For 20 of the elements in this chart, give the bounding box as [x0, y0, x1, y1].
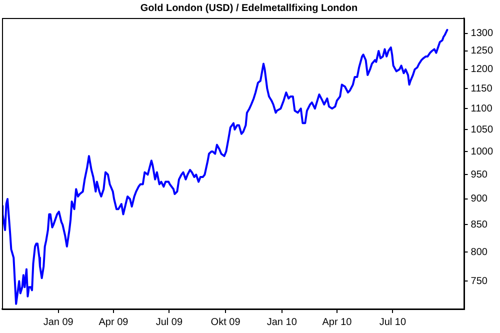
y-tick-label: 750	[470, 276, 488, 287]
y-tick-label: 1050	[470, 124, 494, 136]
y-tick-label: 800	[470, 246, 488, 258]
x-tick-label: Jul 10	[379, 316, 406, 328]
y-tick-label: 1200	[470, 64, 494, 76]
x-tick-label: Jan 10	[266, 316, 298, 328]
y-tick-label: 950	[470, 169, 488, 180]
chart-title: Gold London (USD) / Edelmetallfixing London	[140, 2, 358, 14]
y-tick-label: 1150	[470, 83, 493, 94]
x-tick-label: Apr 10	[322, 316, 352, 328]
x-tick-label: Okt 09	[210, 316, 241, 328]
x-tick-label: Jan 09	[43, 316, 74, 328]
y-tick-label: 1300	[470, 28, 494, 40]
x-tick-label: Apr 09	[98, 316, 129, 328]
y-tick-label: 850	[470, 219, 488, 230]
y-tick-label: 1250	[470, 46, 494, 57]
y-tick-label: 900	[470, 194, 488, 205]
y-tick-label: 1100	[470, 103, 493, 114]
x-tick-label: Jul 09	[156, 316, 183, 328]
y-tick-label: 1000	[470, 146, 494, 158]
